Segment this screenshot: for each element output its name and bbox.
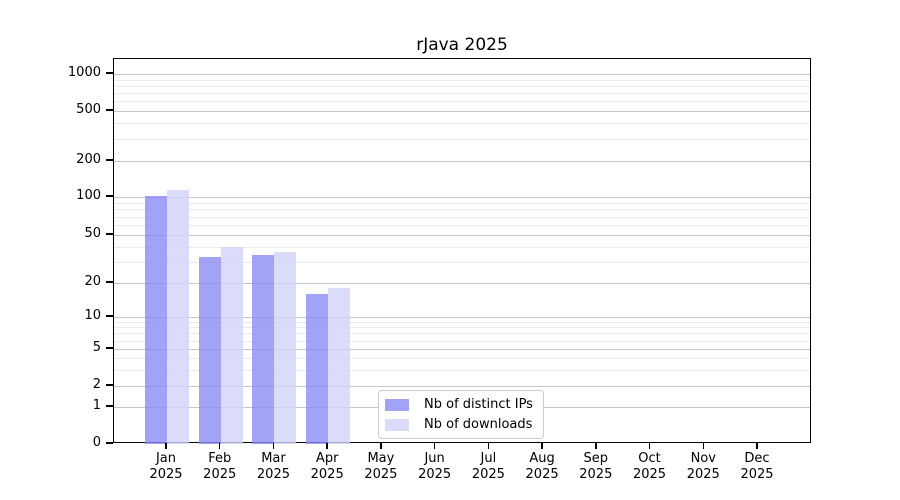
x-tick-mark xyxy=(326,443,328,449)
x-tick-mark xyxy=(756,443,758,449)
x-tick-label-mar: Mar 2025 xyxy=(256,451,290,482)
y-minor-gridline xyxy=(114,225,810,226)
chart-title: rJava 2025 xyxy=(416,35,508,55)
y-minor-gridline xyxy=(114,202,810,204)
x-tick-mark xyxy=(487,443,490,449)
y-major-gridline xyxy=(114,317,810,318)
y-minor-gridline xyxy=(114,209,810,211)
x-tick-mark xyxy=(272,443,275,449)
x-tick-mark xyxy=(165,443,167,449)
x-tick-mark xyxy=(218,443,221,449)
y-tick-mark xyxy=(106,281,113,283)
y-tick-label: 1 xyxy=(92,398,101,413)
bar-downloads-jan xyxy=(167,190,189,444)
bar-downloads-feb xyxy=(220,246,243,444)
legend-label-downloads: Nb of downloads xyxy=(424,417,533,432)
y-minor-gridline xyxy=(114,358,810,359)
x-tick-label-oct: Oct 2025 xyxy=(632,451,667,482)
y-minor-gridline xyxy=(114,93,810,95)
y-tick-label: 1000 xyxy=(67,65,101,80)
y-major-gridline xyxy=(114,235,810,236)
x-tick-label-jun: Jun 2025 xyxy=(418,451,452,482)
y-major-gridline xyxy=(114,283,810,284)
y-tick-label: 500 xyxy=(76,102,101,117)
x-tick-label-may: May 2025 xyxy=(364,451,398,482)
y-tick-label: 50 xyxy=(84,226,101,241)
y-minor-gridline xyxy=(114,369,810,371)
y-tick-label: 2 xyxy=(92,377,101,392)
bar-downloads-mar xyxy=(274,252,297,444)
x-tick-label-apr: Apr 2025 xyxy=(310,451,344,482)
y-major-gridline xyxy=(114,197,810,198)
bar-distinct-ips-feb xyxy=(198,256,221,444)
x-tick-label-sep: Sep 2025 xyxy=(579,451,613,482)
plot-area xyxy=(113,58,811,444)
bar-distinct-ips-jan xyxy=(145,196,167,444)
y-minor-gridline xyxy=(114,340,810,342)
y-tick-mark xyxy=(106,405,113,407)
y-tick-mark xyxy=(106,72,113,74)
y-minor-gridline xyxy=(114,327,810,329)
x-tick-label-jan: Jan 2025 xyxy=(149,451,183,482)
x-tick-mark xyxy=(541,443,543,449)
y-minor-gridline xyxy=(114,216,810,218)
x-tick-label-dec: Dec 2025 xyxy=(740,451,774,482)
y-major-gridline xyxy=(114,74,810,75)
y-minor-gridline xyxy=(114,138,810,140)
x-tick-label-jul: Jul 2025 xyxy=(471,451,505,482)
y-tick-mark xyxy=(106,442,113,444)
y-minor-gridline xyxy=(114,101,810,103)
legend-label-distinct-ips: Nb of distinct IPs xyxy=(424,397,533,412)
y-minor-gridline xyxy=(114,333,810,335)
y-major-gridline xyxy=(114,111,810,112)
y-tick-label: 100 xyxy=(76,188,101,203)
y-tick-mark xyxy=(106,195,113,197)
y-tick-mark xyxy=(106,315,113,317)
y-minor-gridline xyxy=(114,79,810,81)
y-tick-mark xyxy=(106,159,113,161)
y-major-gridline xyxy=(114,349,810,350)
legend-swatch-distinct-ips xyxy=(385,398,409,411)
bar-downloads-apr xyxy=(328,288,351,444)
y-tick-label: 10 xyxy=(84,308,101,323)
y-tick-mark xyxy=(106,347,113,349)
y-tick-label: 0 xyxy=(92,435,101,450)
x-tick-mark xyxy=(648,443,651,449)
bar-distinct-ips-apr xyxy=(306,293,329,444)
y-tick-mark xyxy=(106,384,113,386)
x-tick-mark xyxy=(433,443,436,449)
y-major-gridline xyxy=(114,386,810,387)
bar-distinct-ips-mar xyxy=(252,255,275,444)
legend: Nb of distinct IPs Nb of downloads xyxy=(378,390,544,439)
x-tick-label-aug: Aug 2025 xyxy=(525,451,559,482)
y-tick-mark xyxy=(106,109,113,111)
y-minor-gridline xyxy=(114,85,810,87)
x-tick-mark xyxy=(702,443,705,449)
y-tick-label: 5 xyxy=(92,340,101,355)
y-tick-mark xyxy=(106,233,113,235)
y-minor-gridline xyxy=(114,321,810,323)
y-tick-label: 20 xyxy=(84,274,101,289)
y-minor-gridline xyxy=(114,246,810,248)
x-tick-mark xyxy=(380,443,382,449)
legend-swatch-downloads xyxy=(385,418,409,431)
y-minor-gridline xyxy=(114,261,810,263)
y-tick-label: 200 xyxy=(76,152,101,167)
y-major-gridline xyxy=(114,161,810,162)
legend-item-downloads: Nb of downloads xyxy=(385,416,537,433)
legend-item-distinct-ips: Nb of distinct IPs xyxy=(385,396,537,413)
y-minor-gridline xyxy=(114,123,810,125)
x-tick-label-nov: Nov 2025 xyxy=(686,451,720,482)
x-tick-label-feb: Feb 2025 xyxy=(203,451,237,482)
x-tick-mark xyxy=(595,443,597,449)
